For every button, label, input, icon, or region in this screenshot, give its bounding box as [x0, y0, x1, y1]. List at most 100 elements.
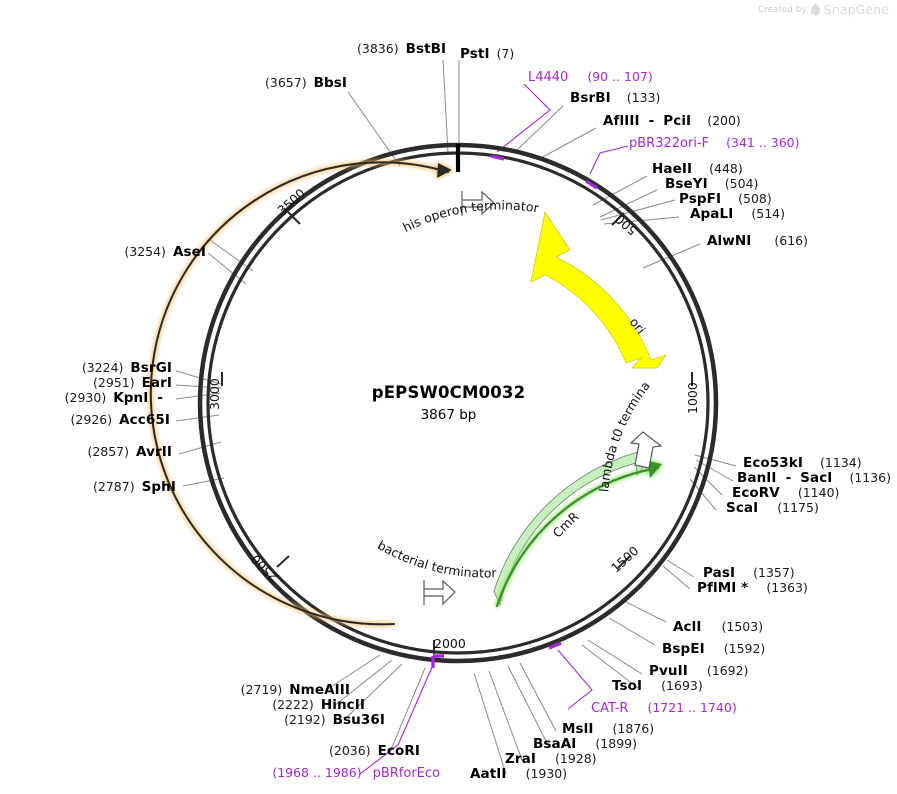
- enzyme-position: (2719): [240, 682, 283, 697]
- enzyme-name: Acc65I: [119, 412, 170, 428]
- enzyme-label-eco53ki[interactable]: Eco53kI (1134): [743, 455, 862, 471]
- primer-label-pbr322ori-f[interactable]: pBR322ori-F (341 .. 360): [629, 136, 799, 151]
- enzyme-position: (1134): [820, 455, 862, 470]
- watermark-brand: SnapGene: [823, 2, 889, 17]
- feature-his-operon-terminator: his operon terminator: [400, 190, 541, 235]
- enzyme-label-aatii[interactable]: AatII (1930): [470, 766, 568, 782]
- enzyme-position: (1503): [721, 619, 764, 634]
- feature-cmr-highlight: [495, 461, 662, 608]
- enzyme-position: (1692): [706, 663, 749, 678]
- enzyme-label-haeii[interactable]: HaeII (448): [652, 162, 743, 177]
- enzyme-label-pasi[interactable]: PasI (1357): [703, 566, 795, 581]
- enzyme-position: (133): [626, 90, 661, 105]
- primer-range: (1721 .. 1740): [647, 700, 737, 715]
- enzyme-position: (3254): [124, 244, 166, 259]
- enzyme-label-psti[interactable]: PstI (7): [460, 47, 514, 62]
- enzyme-label-acli[interactable]: AclI (1503): [673, 619, 764, 635]
- enzyme-position: (2951): [93, 375, 135, 390]
- watermark-created-label: Created by: [757, 4, 807, 15]
- enzyme-label-bstbi[interactable]: (3836) BstBI: [357, 41, 446, 57]
- enzyme-label-sphi[interactable]: (2857) AvrII: [0, 444, 172, 460]
- primer-label-l4440[interactable]: L4440 (90 .. 107): [528, 70, 653, 84]
- enzyme-position: (1592): [723, 641, 766, 656]
- enzyme-position: (1876): [612, 721, 655, 736]
- enzyme-label-bsrgi[interactable]: (3254) AseI: [20, 244, 206, 260]
- enzyme-position: (514): [751, 206, 785, 221]
- enzyme-position: (1175): [777, 500, 819, 515]
- enzyme-name: BsrBI: [570, 90, 611, 106]
- enzyme-name: HincII: [320, 697, 365, 713]
- enzyme-position: (200): [707, 113, 741, 128]
- enzyme-label-bsgi[interactable]: (2192) Bsu36I: [165, 713, 385, 728]
- enzyme-name: BsaAI: [533, 736, 577, 752]
- ruler-label-3500: 3500: [274, 185, 308, 218]
- enzyme-label-afliii-pcii[interactable]: AflIII - PciI (200): [603, 113, 741, 129]
- enzyme-label-pvuii[interactable]: PvuII (1692): [649, 663, 749, 679]
- enzyme-position: (1693): [661, 678, 703, 693]
- enzyme-label-avrii[interactable]: (2926) Acc65I: [0, 412, 170, 428]
- enzyme-position: (1930): [525, 766, 568, 781]
- enzyme-name: MslI: [562, 721, 594, 737]
- enzyme-position: (2926): [70, 412, 113, 427]
- enzyme-position: (2787): [93, 479, 135, 494]
- enzyme-label-bsrbi[interactable]: BsrBI (133): [570, 90, 661, 106]
- enzyme-position: (1136): [849, 470, 892, 485]
- enzyme-label-bsaai[interactable]: BsaAI (1899): [533, 736, 637, 752]
- enzyme-label-kpni[interactable]: (2951) EarI: [0, 375, 172, 391]
- primer-label-cat-r[interactable]: CAT-R (1721 .. 1740): [591, 700, 737, 715]
- ruler-label-1000: 1000: [685, 382, 700, 414]
- enzyme-position: (3836): [357, 41, 399, 56]
- primer-name: pBR322ori-F: [629, 136, 710, 151]
- enzyme-label-bspei[interactable]: BspEI (1592): [662, 641, 766, 657]
- enzyme-position: (1899): [595, 736, 637, 751]
- enzyme-label-pspfi[interactable]: PspFI (508): [679, 192, 772, 207]
- enzyme-position: (2930): [64, 390, 107, 405]
- enzyme-label-scai[interactable]: ScaI (1175): [726, 500, 819, 516]
- enzyme-position: (3657): [265, 75, 307, 90]
- enzyme-label-apali[interactable]: ApaLI (514): [690, 206, 785, 222]
- enzyme-position: (3224): [81, 360, 124, 375]
- enzyme-name: AvrII: [136, 444, 172, 460]
- enzyme-label-zrai[interactable]: ZraI (1928): [505, 752, 597, 767]
- enzyme-position: (2222): [272, 697, 314, 712]
- snapgene-logo-icon: [810, 3, 820, 16]
- enzyme-label-ecori[interactable]: (2036) EcoRI: [200, 743, 420, 759]
- enzyme-name: KpnI: [113, 390, 149, 406]
- enzyme-label-bseyi[interactable]: BseYI (504): [665, 176, 759, 192]
- enzyme-label-msli[interactable]: MslI (1876): [562, 721, 655, 737]
- enzyme-label-ecorv[interactable]: EcoRV (1140): [732, 486, 839, 501]
- feature-orange-arc: [149, 161, 452, 626]
- leader-lines: [175, 59, 737, 775]
- enzyme-label-eari[interactable]: (3224) BsrGI: [0, 360, 172, 376]
- enzyme-name: AflIII: [603, 113, 640, 129]
- enzyme-label-bbsi[interactable]: (3657) BbsI: [265, 75, 347, 91]
- enzyme-name: PflMI *: [697, 580, 749, 596]
- enzyme-name: NmeAIII: [289, 682, 350, 698]
- enzyme-name: BseYI: [665, 176, 708, 192]
- enzyme-position: (2036): [329, 743, 371, 758]
- primer-label-pbrforeco[interactable]: (1968 .. 1986) pBRforEco: [200, 766, 440, 780]
- enzyme-label-hincii[interactable]: (2719) NmeAIII: [130, 682, 350, 698]
- enzyme-name: AatII: [470, 766, 507, 782]
- enzyme-label-pflmi[interactable]: PflMI * (1363): [697, 580, 808, 596]
- enzyme-label-alwni[interactable]: AlwNI (616): [707, 234, 808, 249]
- enzyme-alias-separator: -: [785, 470, 792, 486]
- enzyme-label-nmeaiii[interactable]: (2787) SphI: [0, 479, 176, 495]
- primer-tick-pbr322ori-f: [585, 179, 598, 190]
- plasmid-title-block: pEPSW0CM0032 3867 bp: [0, 383, 897, 423]
- enzyme-label-acc65i-bani[interactable]: (2930) KpnI -: [0, 390, 172, 406]
- feature-ori: ori: [530, 211, 667, 369]
- enzyme-alias-separator: -: [157, 390, 163, 406]
- enzyme-label-banii-saci[interactable]: BanII - SacI (1136): [737, 470, 892, 486]
- enzyme-label-tsoi[interactable]: TsoI (1693): [612, 678, 703, 694]
- enzyme-alias: PciI: [663, 113, 692, 129]
- enzyme-position: (504): [724, 176, 759, 191]
- enzyme-alias-separator: -: [648, 113, 655, 129]
- enzyme-name: Eco53kI: [743, 455, 803, 471]
- primer-ticks: [431, 154, 598, 668]
- enzyme-name: ApaLI: [690, 206, 734, 222]
- enzyme-name: EcoRI: [377, 743, 420, 759]
- enzyme-label-bsu36i[interactable]: (2222) HincII: [145, 697, 365, 713]
